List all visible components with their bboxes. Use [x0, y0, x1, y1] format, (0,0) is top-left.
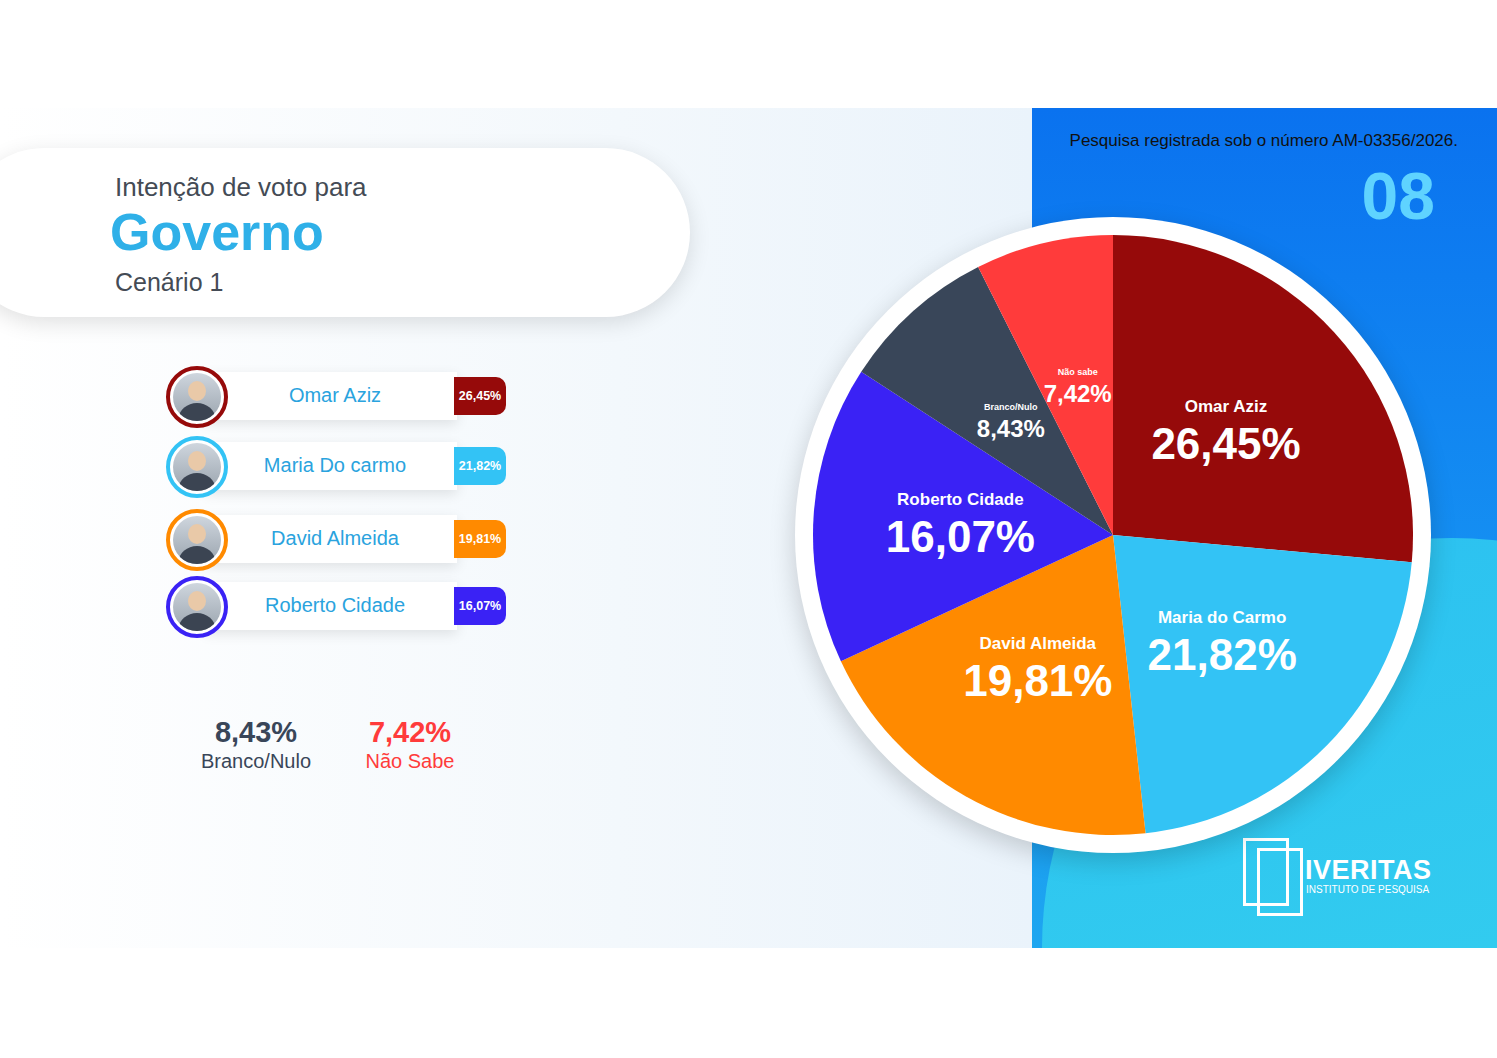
svg-text:Não sabe: Não sabe — [1058, 367, 1098, 377]
svg-text:19,81%: 19,81% — [963, 656, 1112, 705]
html-text:Maria Do carmo: Maria Do carmo — [263, 454, 407, 476]
svg-text:Maria do Carmo: Maria do Carmo — [1158, 608, 1286, 627]
html-text:16,07%: 16,07% — [458, 599, 502, 613]
svg-text:David Almeida: David Almeida — [980, 634, 1097, 653]
html-text:Intenção de voto para: Intenção de voto para — [115, 172, 367, 202]
svg-text:Omar Aziz: Omar Aziz — [1185, 397, 1268, 416]
html-text:IVERITAS: IVERITAS — [1305, 855, 1432, 885]
html-text:7,42%: 7,42% — [368, 716, 452, 748]
html-text:Cenário 1: Cenário 1 — [115, 268, 224, 296]
html-text:David Almeida: David Almeida — [271, 527, 399, 549]
svg-text:21,82%: 21,82% — [1148, 630, 1297, 679]
html-text:21,82%: 21,82% — [458, 459, 502, 473]
svg-text:8,43%: 8,43% — [977, 415, 1045, 442]
html-text:Roberto Cidade: Roberto Cidade — [265, 594, 405, 616]
svg-text:Branco/Nulo: Branco/Nulo — [984, 402, 1038, 412]
html-text:Pesquisa registrada sob o núme: Pesquisa registrada sob o número AM-0335… — [1069, 131, 1458, 150]
html-text:Não Sabe: Não Sabe — [365, 750, 455, 772]
html-text:19,81%: 19,81% — [458, 532, 502, 546]
html-text:26,45%: 26,45% — [458, 389, 502, 403]
html-text:INSTITUTO DE PESQUISA: INSTITUTO DE PESQUISA — [1306, 884, 1430, 895]
svg-text:7,42%: 7,42% — [1044, 380, 1112, 407]
svg-text:26,45%: 26,45% — [1151, 419, 1300, 468]
html-text:8,43%: 8,43% — [214, 716, 298, 748]
svg-text:Roberto Cidade: Roberto Cidade — [897, 490, 1024, 509]
html-text:Branco/Nulo: Branco/Nulo — [201, 750, 311, 772]
html-text:08: 08 — [1361, 159, 1435, 233]
html-text:Omar Aziz: Omar Aziz — [288, 384, 382, 406]
svg-text:16,07%: 16,07% — [886, 512, 1035, 561]
html-text:Governo: Governo — [110, 203, 324, 261]
